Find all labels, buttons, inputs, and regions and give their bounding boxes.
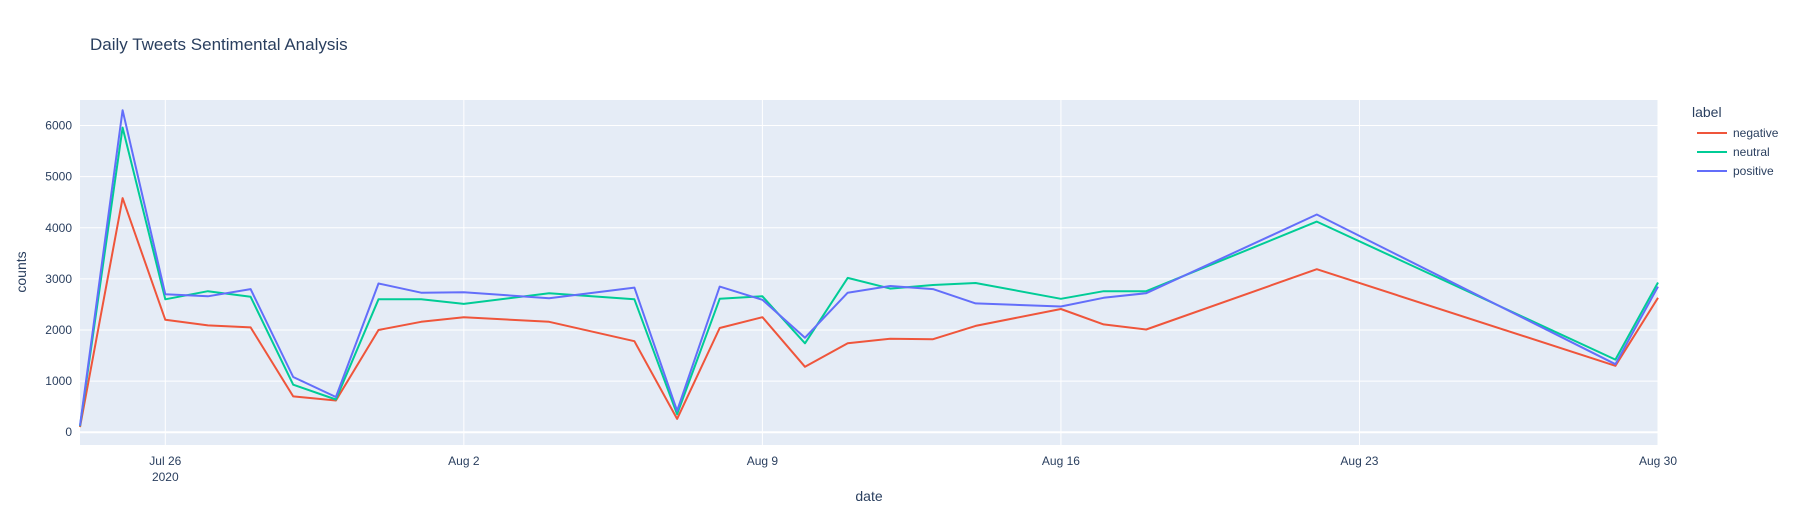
legend[interactable]: label negative neutral positive xyxy=(1692,104,1779,178)
y-tick-label: 1000 xyxy=(45,374,72,388)
chart-title: Daily Tweets Sentimental Analysis xyxy=(90,35,348,54)
y-tick-label: 4000 xyxy=(45,221,72,235)
legend-label: neutral xyxy=(1733,145,1770,159)
y-tick-label: 3000 xyxy=(45,272,72,286)
x-tick-label: Aug 9 xyxy=(747,454,779,468)
x-axis-label: date xyxy=(855,488,882,504)
series-line-neutral[interactable] xyxy=(79,126,1659,427)
legend-label: positive xyxy=(1733,164,1774,178)
x-tick-label: Aug 23 xyxy=(1340,454,1378,468)
legend-item-positive[interactable]: positive xyxy=(1697,164,1774,178)
y-tick-label: 0 xyxy=(65,425,72,439)
legend-item-negative[interactable]: negative xyxy=(1697,126,1779,140)
series-line-negative[interactable] xyxy=(79,197,1659,428)
grid-lines xyxy=(80,100,1659,445)
x-tick-label: Aug 16 xyxy=(1042,454,1080,468)
x-tick-label: Jul 26 xyxy=(149,454,181,468)
x-axis-ticks: Jul 26 2020 Aug 2 Aug 9 Aug 16 Aug 23 Aug 30 xyxy=(149,454,1677,484)
x-tick-sublabel: 2020 xyxy=(152,470,179,484)
legend-item-neutral[interactable]: neutral xyxy=(1697,145,1770,159)
x-tick-label: Aug 30 xyxy=(1639,454,1677,468)
y-tick-label: 6000 xyxy=(45,119,72,133)
y-axis-ticks: 0 1000 2000 3000 4000 5000 6000 xyxy=(45,119,72,440)
legend-title: label xyxy=(1692,104,1722,120)
legend-label: negative xyxy=(1733,126,1779,140)
x-tick-label: Aug 2 xyxy=(448,454,480,468)
y-axis-label: counts xyxy=(13,251,29,292)
y-tick-label: 2000 xyxy=(45,323,72,337)
series-line-positive[interactable] xyxy=(79,109,1659,426)
series-lines xyxy=(79,109,1659,428)
y-tick-label: 5000 xyxy=(45,170,72,184)
